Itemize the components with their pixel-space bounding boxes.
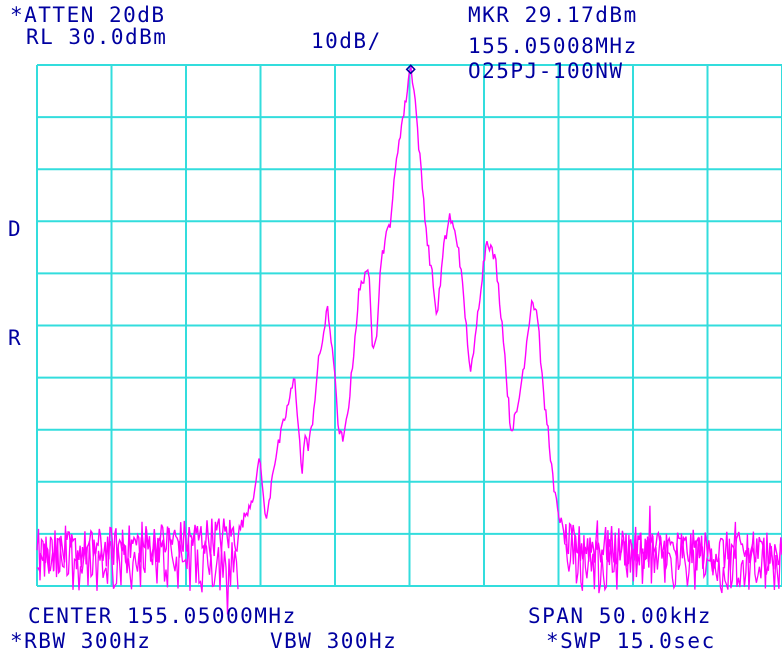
ref-flag: R [8,326,23,350]
sweep-readout: *SWP 15.0sec [546,629,716,653]
marker-level-readout: MKR 29.17dBm [468,3,638,27]
detector-flag: D [8,217,23,241]
signal-trace-line [37,65,782,576]
marker-diamond [405,64,416,75]
scale-readout: 10dB/ [311,29,382,53]
vbw-readout: VBW 300Hz [270,629,398,653]
atten-readout: *ATTEN 20dB [10,3,166,27]
rbw-readout: *RBW 300Hz [10,629,152,653]
span-readout: SPAN 50.00kHz [528,604,712,628]
marker-freq-readout: 155.05008MHz [468,34,638,58]
signal-trace [37,65,782,576]
center-freq-readout: CENTER 155.05000MHz [28,604,297,628]
ref-level-readout: RL 30.0dBm [26,25,168,49]
trace-label: O25PJ-100NW [468,59,624,83]
graticule [36,64,782,587]
marker [405,64,416,75]
